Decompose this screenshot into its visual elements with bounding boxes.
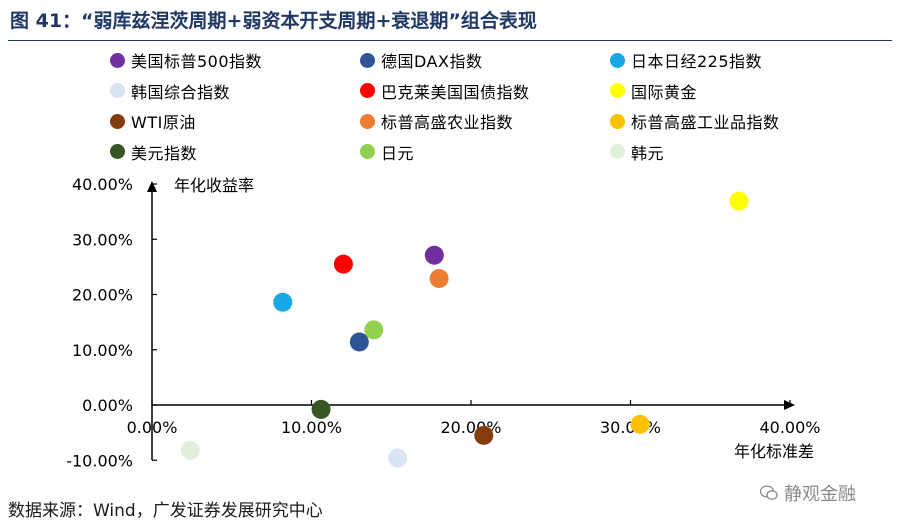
legend-item: WTI原油 (110, 109, 196, 133)
scatter-point (349, 332, 369, 352)
scatter-point (333, 254, 353, 274)
legend-label: 巴克莱美国国债指数 (381, 82, 530, 102)
legend-marker (610, 83, 625, 98)
legend-item: 标普高盛农业指数 (360, 109, 513, 133)
legend-label: 韩国综合指数 (131, 82, 231, 102)
x-tick-label: 30.00% (600, 418, 661, 437)
y-tick-label: 10.00% (72, 341, 133, 360)
y-tick-label: 20.00% (72, 286, 133, 305)
y-axis-title: 年化收益率 (174, 176, 254, 195)
legend-marker (110, 113, 125, 129)
y-tick-label: -10.00% (66, 451, 133, 470)
y-tick-label: 0.00% (82, 396, 133, 415)
y-tick-label: 40.00% (72, 175, 133, 194)
legend-label: 日元 (381, 143, 415, 163)
y-tick-label: 30.00% (72, 230, 133, 249)
legend-item: 日元 (360, 140, 414, 164)
legend-marker (360, 113, 375, 129)
legend-label: 国际黄金 (631, 82, 698, 102)
legend-marker (610, 52, 625, 68)
x-tick-label: 10.00% (281, 418, 342, 437)
x-tick-label: 40.00% (759, 418, 820, 437)
legend-label: WTI原油 (131, 113, 196, 132)
x-axis-title: 年化标准差 (734, 442, 814, 461)
scatter-point (388, 448, 408, 468)
legend-item: 美元指数 (110, 140, 197, 164)
legend-item: 韩元 (610, 140, 664, 164)
legend-marker (110, 52, 125, 68)
legend-marker (360, 52, 375, 68)
legend-marker (610, 144, 625, 159)
legend-label: 标普高盛工业品指数 (631, 113, 780, 132)
scatter-point (630, 414, 650, 434)
legend-item: 标普高盛工业品指数 (610, 109, 780, 133)
legend-label: 日本日经225指数 (631, 52, 763, 71)
scatter-point (429, 268, 449, 288)
title-divider (8, 40, 892, 41)
scatter-point (273, 292, 293, 312)
legend-marker (610, 113, 625, 129)
legend-marker (360, 83, 375, 98)
scatter-point (424, 245, 444, 265)
scatter-point (474, 425, 494, 445)
scatter-point (311, 399, 331, 419)
y-axis-arrow (147, 181, 157, 192)
legend-marker (110, 144, 125, 159)
legend-label: 美国标普500指数 (131, 52, 263, 71)
scatter-point (729, 191, 749, 211)
watermark-text: 静观金融 (784, 484, 856, 505)
legend-item: 美国标普500指数 (110, 48, 262, 72)
scatter-point (364, 320, 384, 340)
watermark: 静观金融 (760, 480, 856, 506)
legend-marker (360, 144, 375, 159)
legend-item: 韩国综合指数 (110, 79, 230, 103)
legend-label: 标普高盛农业指数 (381, 113, 514, 132)
figure-title: 图 41：“弱库兹涅茨周期+弱资本开支周期+衰退期”组合表现 (10, 10, 537, 32)
legend-label: 韩元 (631, 143, 665, 163)
scatter-point (180, 440, 200, 460)
legend-item: 巴克莱美国国债指数 (360, 79, 530, 103)
legend-label: 美元指数 (131, 143, 198, 163)
legend-marker (110, 83, 125, 98)
legend-label: 德国DAX指数 (381, 52, 483, 71)
legend-item: 日本日经225指数 (610, 48, 762, 72)
chart-legend: 美国标普500指数 德国DAX指数 日本日经225指数韩国综合指数 巴克莱美国国债指数… (110, 48, 890, 168)
wechat-icon (760, 485, 778, 500)
data-source-note: 数据来源：Wind，广发证券发展研究中心 (8, 501, 323, 521)
legend-item: 德国DAX指数 (360, 48, 482, 72)
legend-item: 国际黄金 (610, 79, 697, 103)
x-tick-label: 0.00% (127, 418, 178, 437)
